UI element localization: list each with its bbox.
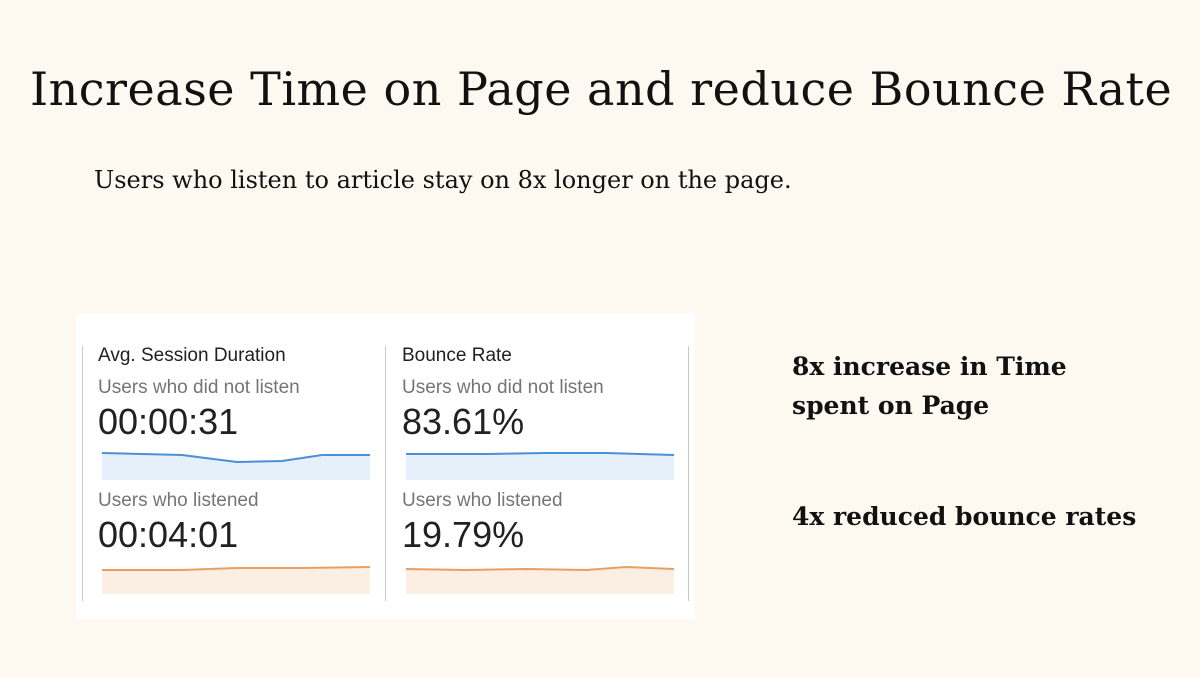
sparkline-line <box>406 452 674 456</box>
card-divider-middle <box>385 346 386 601</box>
group-label-not-listened: Users who did not listen <box>98 377 300 398</box>
sparkline-line <box>102 566 370 571</box>
sparkline-line <box>102 452 370 464</box>
group-value-listened: 00:04:01 <box>98 514 239 555</box>
metric-panel-bounce-rate: Bounce Rate Users who did not listen 83.… <box>402 313 674 619</box>
sparkline-not-listened <box>406 452 674 480</box>
metric-title: Avg. Session Duration <box>98 345 286 366</box>
sparkline-area <box>406 453 674 480</box>
sparkline-area <box>102 453 370 480</box>
slide-title: Increase Time on Page and reduce Bounce … <box>30 62 1173 116</box>
group-label-listened: Users who listened <box>98 490 259 511</box>
metric-title: Bounce Rate <box>402 345 512 366</box>
card-divider-right <box>688 346 689 601</box>
highlight-time-on-page: 8x increase in Time spent on Page <box>792 352 1067 420</box>
group-label-listened: Users who listened <box>402 490 563 511</box>
sparkline-listened <box>406 565 674 594</box>
group-value-listened: 19.79% <box>402 514 525 555</box>
sparkline-listened <box>102 566 370 594</box>
group-value-not-listened: 00:00:31 <box>98 401 239 442</box>
sparkline-area <box>102 567 370 594</box>
slide-subtitle: Users who listen to article stay on 8x l… <box>94 166 792 194</box>
metric-panel-session-duration: Avg. Session Duration Users who did not … <box>98 313 370 619</box>
highlight-bounce-rate: 4x reduced bounce rates <box>792 502 1137 531</box>
group-value-not-listened: 83.61% <box>402 401 525 442</box>
analytics-stats-card: Avg. Session Duration Users who did not … <box>76 313 695 619</box>
sparkline-area <box>406 567 674 594</box>
group-label-not-listened: Users who did not listen <box>402 377 604 398</box>
sparkline-line <box>406 565 674 572</box>
sparkline-not-listened <box>102 452 370 480</box>
card-divider-left <box>82 346 83 601</box>
